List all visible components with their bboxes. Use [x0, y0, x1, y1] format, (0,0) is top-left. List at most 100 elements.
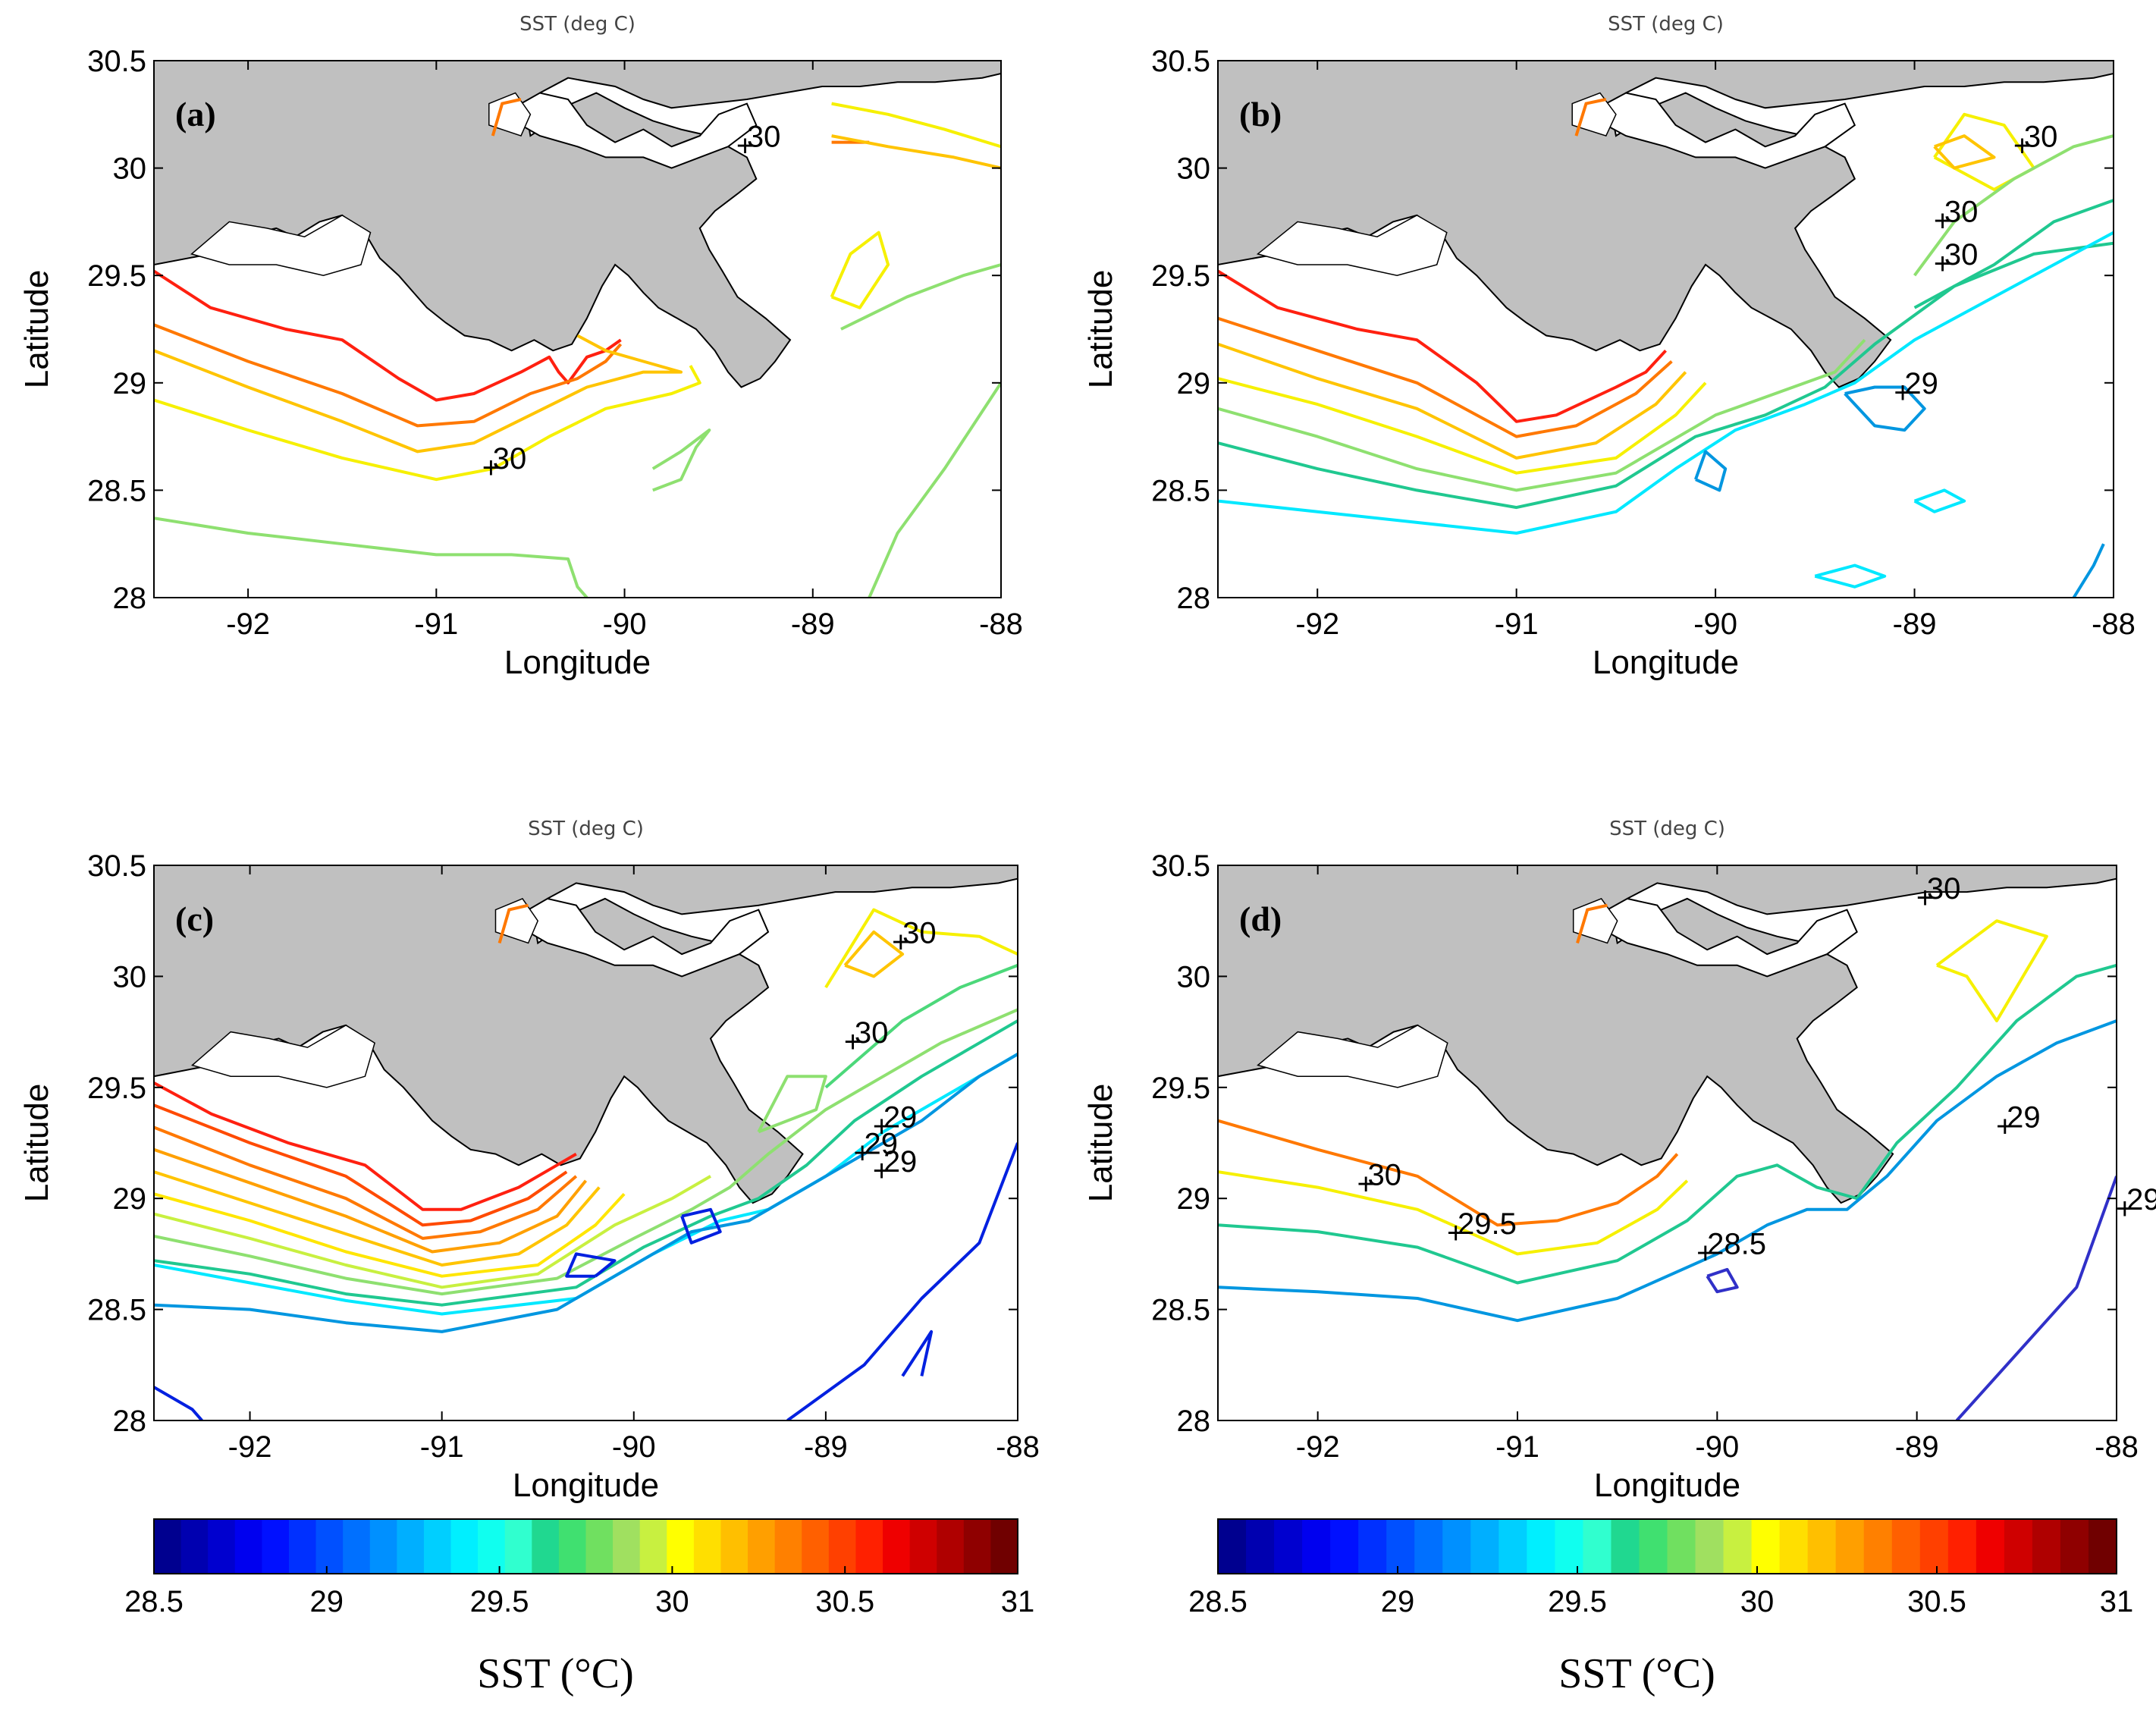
axes-frame: [153, 865, 1018, 1421]
y-tick-label: 29.5: [87, 259, 146, 293]
colorbar-swatch: [2060, 1519, 2089, 1574]
contour-label: 30: [1944, 238, 1979, 272]
contour-30_1: [154, 1192, 626, 1278]
colorbar-swatch: [585, 1519, 614, 1574]
colorbar-swatch: [397, 1519, 425, 1574]
contour-label: 30: [902, 916, 937, 950]
colorbar-tick-label: 30: [655, 1585, 689, 1618]
contour-marker: +: [1916, 881, 1934, 915]
contour-29_5: [1218, 241, 2114, 510]
colorbar-swatch: [720, 1519, 749, 1574]
contour-30_25: [843, 930, 905, 978]
contour-29_5: [1913, 199, 2114, 309]
colorbar-swatch: [1611, 1519, 1640, 1574]
y-tick-label: 30: [113, 152, 147, 186]
contour-30_5: [1218, 316, 1673, 438]
colorbar-swatch: [1583, 1519, 1612, 1574]
y-tick-label: 28.5: [87, 1294, 146, 1327]
colorbar-tick-label: 31: [1001, 1585, 1035, 1618]
x-tick-label: -88: [996, 1430, 1040, 1464]
contour-29_6: [824, 963, 1018, 1089]
y-tick-label: 28: [113, 582, 147, 615]
panel-title: SST (deg C): [1608, 13, 1724, 36]
x-tick-label: -89: [804, 1430, 848, 1464]
colorbar-swatch: [2004, 1519, 2033, 1574]
contour-29_75: [651, 428, 711, 492]
panel-a: -92 -91 -90 -89 -88 28 28.5 29 29.5 30 30.5 SST (de…: [18, 13, 1023, 681]
contour-29_25: [1218, 231, 2114, 535]
colorbar-right: 28.5 29 29.5 30 30.5 31 SST (°C): [1188, 1518, 2133, 1697]
colorbar-swatch: [2088, 1519, 2117, 1574]
colorbar-swatch: [1947, 1519, 1977, 1574]
colorbar-swatch: [154, 1519, 182, 1574]
colorbar-tick-label: 28.5: [124, 1585, 184, 1618]
y-tick-label: 30.5: [87, 45, 146, 78]
colorbar-left: 28.5 29 29.5 30 30.5 31 SST (°C): [124, 1518, 1035, 1697]
y-tick-label: 28: [1177, 582, 1211, 615]
contour-29_0: [154, 1053, 1018, 1333]
contour-marker: +: [892, 925, 909, 959]
x-tick-label: -90: [612, 1430, 656, 1464]
y-tick-label: 29.5: [87, 1072, 146, 1105]
contour-28_5: [1955, 1176, 2117, 1420]
colorbar-tick-label: 28.5: [1188, 1585, 1247, 1618]
island-contour: [1574, 98, 1607, 137]
contour-marker: +: [482, 451, 500, 485]
x-tick-label: -91: [420, 1430, 464, 1464]
island-contour: [491, 98, 522, 137]
contour-label: 29: [883, 1145, 918, 1179]
contour-label: 30: [1944, 195, 1979, 228]
contour-30_75: [154, 1081, 577, 1211]
x-tick-label: -91: [1495, 1430, 1539, 1464]
lake: [501, 92, 758, 169]
contour-label: 29: [2126, 1183, 2156, 1216]
contour-28_75: [154, 1386, 203, 1420]
colorbar-swatch: [883, 1519, 911, 1574]
contour-30_0: [831, 102, 1001, 149]
x-tick-label: -88: [979, 607, 1023, 641]
x-tick-label: -92: [1295, 607, 1339, 641]
x-axis-label: Longitude: [1594, 1467, 1740, 1504]
contour-29_75: [154, 516, 588, 598]
contour-30_0: [154, 365, 701, 482]
axes-frame: [1217, 60, 2114, 598]
contour-label: 28.5: [1707, 1227, 1766, 1260]
y-tick-label: 30: [1177, 960, 1211, 994]
x-tick-label: -89: [791, 607, 835, 641]
bay: [191, 1024, 375, 1088]
x-tick-label: -92: [1296, 1430, 1340, 1464]
contour-29_5: [1218, 963, 2117, 1285]
y-tick-label: 29: [1177, 1182, 1211, 1216]
contour-29_75: [868, 381, 1001, 598]
contour-29_5: [154, 1019, 1018, 1307]
colorbar-swatch: [262, 1519, 290, 1574]
colorbar-swatch: [1302, 1519, 1332, 1574]
colorbar-swatch: [369, 1519, 398, 1574]
island-contour: [1576, 903, 1608, 944]
contour-30_0: [824, 908, 1018, 989]
colorbar-swatch: [1246, 1519, 1276, 1574]
colorbar-swatch: [1358, 1519, 1388, 1574]
colorbar-swatch: [828, 1519, 857, 1574]
x-tick-label: -88: [2095, 1430, 2139, 1464]
x-tick-label: -89: [1895, 1430, 1939, 1464]
contour-marker: +: [1996, 1110, 2013, 1144]
colorbar-swatch: [1386, 1519, 1416, 1574]
panel-letter: (b): [1239, 95, 1282, 133]
contour-marker: +: [1447, 1216, 1464, 1250]
colorbar-swatch: [855, 1519, 884, 1574]
y-tick-label: 30.5: [1151, 45, 1210, 78]
contour-30_0: [1218, 1170, 1689, 1256]
colorbar-swatch: [1555, 1519, 1584, 1574]
contour-30_4: [154, 1147, 588, 1254]
x-tick-label: -91: [414, 607, 458, 641]
contour-28_75: [901, 1329, 934, 1377]
colorbar-tick-label: 29.5: [470, 1585, 529, 1618]
colorbar-swatch: [1330, 1519, 1360, 1574]
colorbar-swatch: [613, 1519, 641, 1574]
colorbar-swatch: [1414, 1519, 1444, 1574]
contour-label: 29: [883, 1101, 918, 1135]
contour-29_0: [1694, 450, 1728, 492]
x-axis-label: Longitude: [504, 644, 651, 681]
colorbar-label: SST (°C): [1558, 1650, 1715, 1697]
